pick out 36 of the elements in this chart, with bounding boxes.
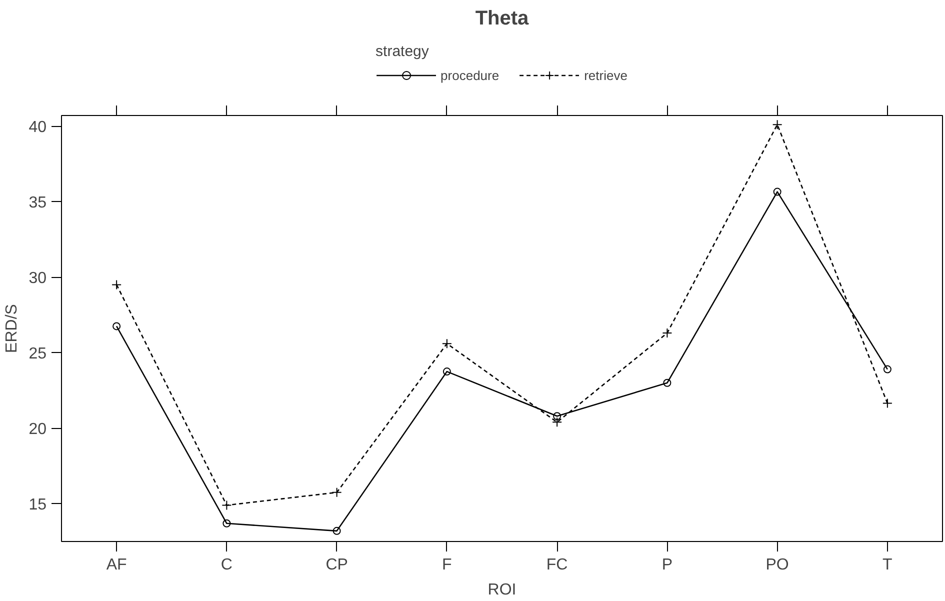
point (553, 412, 562, 420)
point (773, 188, 782, 196)
point (772, 120, 782, 130)
y-tick-label: 30 (28, 270, 47, 288)
point (332, 487, 342, 498)
point (882, 398, 892, 408)
x-tick-label: CP (326, 556, 348, 574)
y-tick-label: 40 (28, 119, 47, 136)
x-tick-label: P (662, 556, 673, 574)
point (442, 368, 451, 376)
y-axis-title: ERD/S (4, 304, 21, 353)
y-tick-label: 25 (28, 346, 47, 363)
point (222, 500, 232, 510)
point (662, 328, 672, 338)
x-tick-label: FC (546, 556, 568, 574)
point (332, 526, 341, 535)
y-tick-label: 15 (28, 496, 47, 514)
chart-title: Theta (475, 8, 530, 30)
x-axis-title: ROI (488, 582, 516, 598)
x-tick-label: AF (106, 556, 128, 574)
legend-title: strategy (376, 43, 430, 60)
point (552, 417, 562, 428)
y-tick-label: 20 (28, 421, 47, 438)
legend-label: retrieve (584, 68, 628, 82)
legend-label: procedure (440, 68, 500, 82)
point (222, 519, 231, 528)
x-tick-label: PO (766, 556, 789, 574)
point (883, 365, 892, 374)
point (663, 378, 672, 387)
point (112, 322, 121, 330)
x-tick-label: C (220, 556, 232, 574)
x-tick-label: T (882, 556, 893, 574)
x-tick-label: F (442, 556, 452, 574)
y-tick-label: 35 (28, 194, 47, 212)
point (442, 338, 452, 349)
point (112, 280, 122, 290)
